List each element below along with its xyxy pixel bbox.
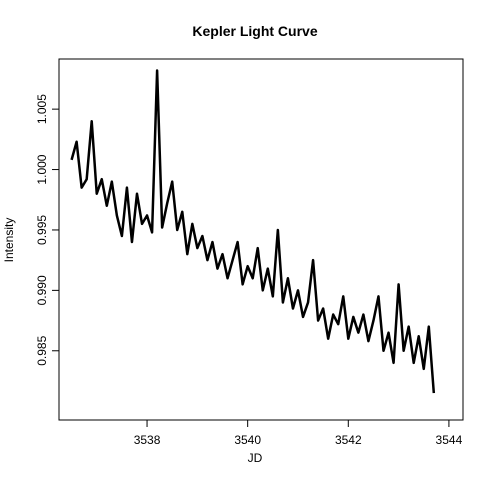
y-tick-label: 0.990 — [35, 275, 49, 305]
x-tick-label: 3538 — [134, 433, 161, 447]
x-axis-label: JD — [248, 451, 263, 465]
x-tick-label: 3540 — [234, 433, 261, 447]
x-tick-label: 3542 — [335, 433, 362, 447]
chart-title: Kepler Light Curve — [192, 23, 317, 39]
y-tick-label: 0.995 — [35, 215, 49, 245]
x-tick-label: 3544 — [436, 433, 463, 447]
y-tick-label: 1.005 — [35, 94, 49, 124]
data-line — [70, 69, 436, 394]
plot-frame — [58, 58, 464, 421]
y-axis-label: Intensity — [2, 218, 16, 263]
y-tick-label: 0.985 — [35, 335, 49, 365]
y-tick-label: 1.000 — [35, 154, 49, 184]
